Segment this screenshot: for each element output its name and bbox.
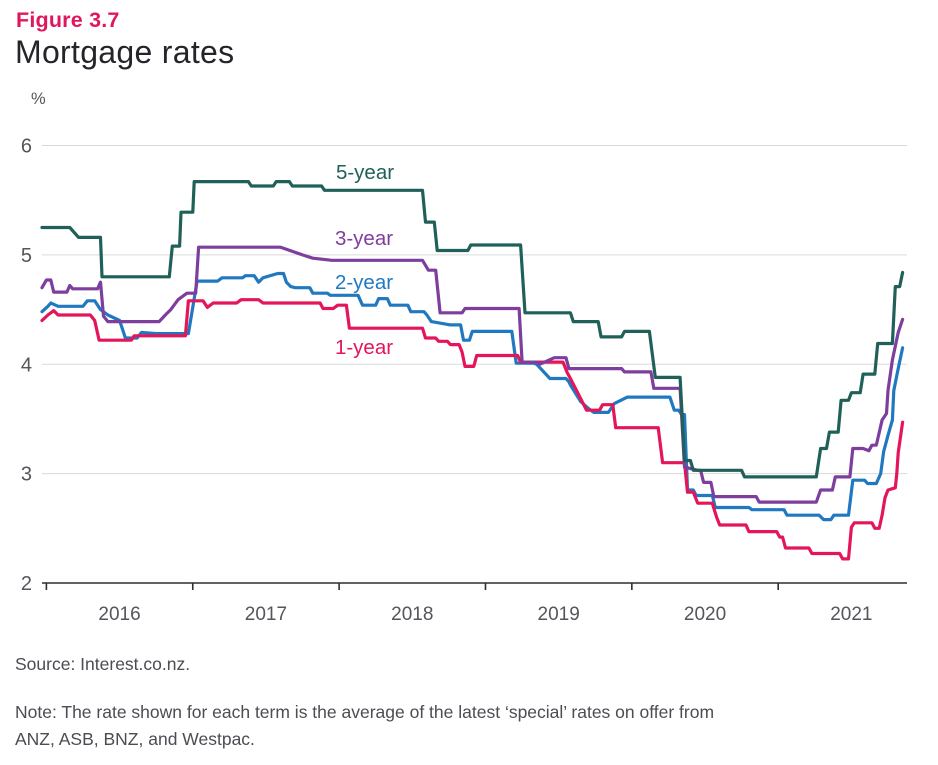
series-line-2-year (40, 271, 905, 522)
y-tick-label: 3 (21, 464, 32, 486)
x-tick-label: 2021 (830, 604, 872, 625)
x-tick-label: 2019 (538, 604, 580, 625)
series-label-2-year: 2-year (335, 271, 393, 294)
series-line-5-year (40, 180, 905, 479)
page-title: Mortgage rates (15, 34, 235, 70)
note-line-2: ANZ, ASB, BNZ, and Westpac. (15, 729, 255, 749)
figure-label: Figure 3.7 (16, 8, 120, 32)
note-text: Note: The rate shown for each term is th… (15, 699, 927, 753)
series-label-3-year: 3-year (335, 227, 393, 250)
note-line-1: Note: The rate shown for each term is th… (15, 702, 715, 722)
mortgage-rates-line-chart: 2 3 4 5 6 2016 2017 2018 2019 2020 2021 2-year 1-yea… (21, 136, 907, 625)
series-label-5-year: 5-year (336, 161, 394, 184)
y-tick-label: 5 (21, 245, 32, 267)
y-tick-label: 2 (21, 573, 32, 595)
series-line-1-year (40, 298, 905, 561)
x-tick-label: 2018 (391, 604, 433, 625)
series-line-3-year (40, 245, 905, 504)
x-tick-label: 2017 (245, 604, 287, 625)
y-tick-label: 6 (21, 136, 32, 158)
source-text: Source: Interest.co.nz. (15, 654, 191, 674)
y-axis-unit-label: % (31, 90, 46, 108)
x-tick-label: 2020 (684, 604, 726, 625)
series-label-1-year: 1-year (335, 336, 393, 359)
y-tick-label: 4 (21, 354, 32, 376)
x-tick-label: 2016 (98, 604, 140, 625)
